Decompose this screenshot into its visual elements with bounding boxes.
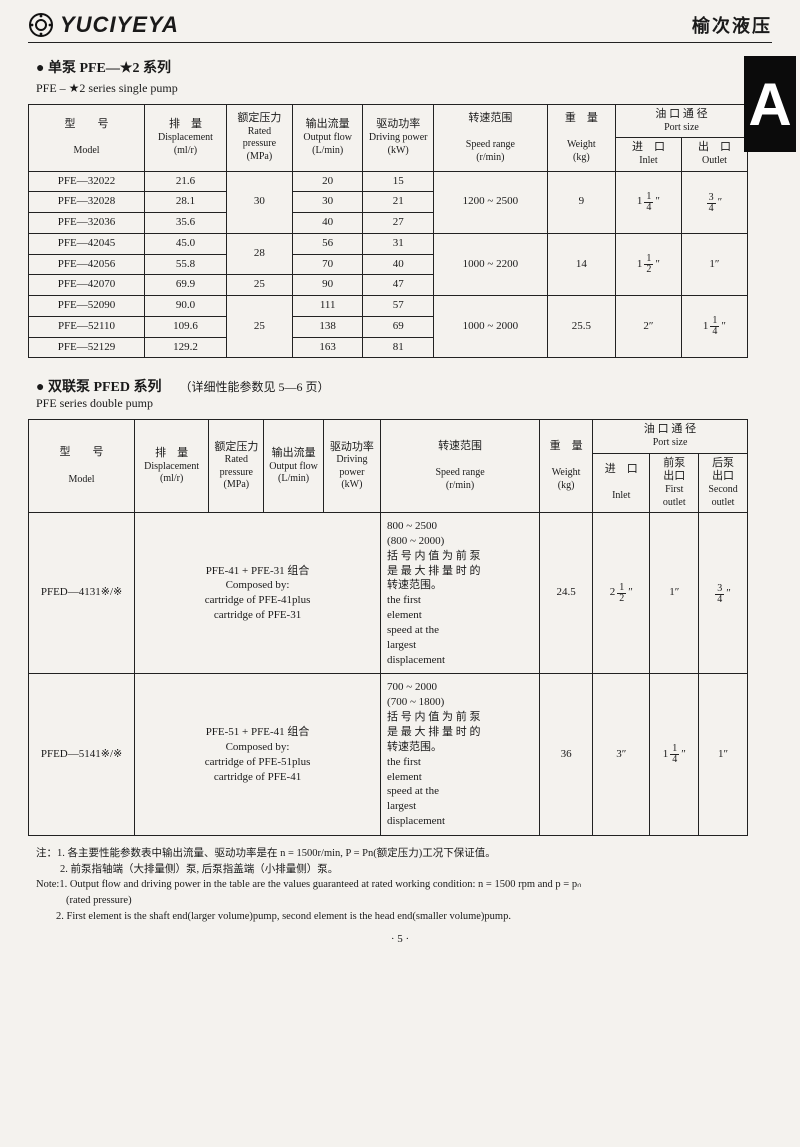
brand-logo-icon <box>28 12 54 38</box>
col-speed: 转速范围 Speed range (r/min) <box>433 105 547 172</box>
col-port: 油 口 通 径 Port size <box>615 105 747 138</box>
col2-model: 型 号 Model <box>29 420 135 513</box>
col-weight: 重 量 Weight (kg) <box>547 105 615 172</box>
col-model: 型 号 Model <box>29 105 145 172</box>
col2-port: 油 口 通 径 Port size <box>593 420 748 453</box>
section-tab: A <box>744 56 796 152</box>
col2-first-outlet: 前泵 出口 First outlet <box>650 453 699 513</box>
table-row: PFED—4131※/※ PFE-41 + PFE-31 组合 Composed… <box>29 513 748 674</box>
col2-disp: 排 量 Displacement (ml/r) <box>135 420 209 513</box>
section2-title: ● 双联泵 PFED 系列 <box>36 376 162 396</box>
col-flow: 输出流量 Output flow (L/min) <box>292 105 363 172</box>
page: YUCIYEYA 榆次液压 A ● 单泵 PFE—★2 系列 PFE – ★2 … <box>0 0 800 965</box>
col2-press: 额定压力 Rated pressure (MPa) <box>209 420 264 513</box>
col2-second-outlet: 后泵 出口 Second outlet <box>699 453 748 513</box>
section2-subtitle: PFE series double pump <box>36 396 772 411</box>
page-number: · 5 · <box>28 933 772 945</box>
col-power: 驱动功率 Driving power (kW) <box>363 105 434 172</box>
col-press: 额定压力 Rated pressure (MPa) <box>226 105 292 172</box>
header-bar: YUCIYEYA 榆次液压 <box>28 12 772 43</box>
table-row: PFE—4204545.0 28 5631 1000 ~ 220014 112″… <box>29 233 748 254</box>
header-left: YUCIYEYA <box>28 12 179 38</box>
col-disp: 排 量 Displacement (ml/r) <box>145 105 227 172</box>
footnotes: 注：1. 各主要性能参数表中输出流量、驱动功率是在 n = 1500r/min,… <box>28 846 772 925</box>
table-row: PFE—3202221.6 30 2015 1200 ~ 25009 114″ … <box>29 171 748 192</box>
table-row: PFED—5141※/※ PFE-51 + PFE-41 组合 Composed… <box>29 674 748 835</box>
col2-flow: 输出流量 Output flow (L/min) <box>264 420 323 513</box>
col2-power: 驱动功率 Driving power (kW) <box>323 420 380 513</box>
brand-name-cn: 榆次液压 <box>692 12 772 38</box>
section2-inline-note: （详细性能参数见 5—6 页） <box>180 378 330 395</box>
col2-weight: 重 量 Weight (kg) <box>540 420 593 513</box>
col-inlet: 进 口 Inlet <box>615 138 681 171</box>
section1-subtitle: PFE – ★2 series single pump <box>36 81 772 96</box>
col-outlet: 出 口 Outlet <box>681 138 747 171</box>
col2-speed: 转速范围 Speed range (r/min) <box>381 420 540 513</box>
single-pump-table: 型 号 Model 排 量 Displacement (ml/r) 额定压力 R… <box>28 104 748 358</box>
double-pump-table: 型 号 Model 排 量 Displacement (ml/r) 额定压力 R… <box>28 419 748 836</box>
col2-inlet: 进 口 Inlet <box>593 453 650 513</box>
section1-title: ● 单泵 PFE—★2 系列 <box>36 57 772 77</box>
brand-name-en: YUCIYEYA <box>60 12 179 38</box>
table-row: PFE—5209090.0 25 11157 1000 ~ 200025.5 2… <box>29 296 748 317</box>
